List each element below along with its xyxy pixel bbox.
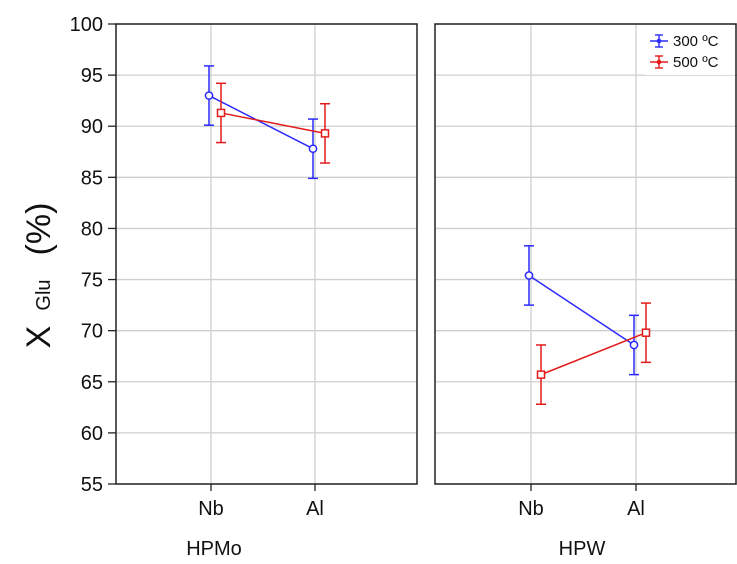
- legend-marker: [656, 59, 662, 65]
- legend-label: 300 ºC: [673, 33, 719, 50]
- series-line: [540, 332, 647, 376]
- y-tick-label: 55: [81, 474, 103, 496]
- data-point-circle: [524, 271, 534, 280]
- series-layer: [204, 65, 651, 406]
- y-axis-label-main: X: [20, 326, 58, 349]
- series-line: [220, 112, 326, 135]
- y-tick-label: 80: [81, 218, 103, 240]
- y-axis-label-unit: (%): [20, 203, 58, 256]
- x-tick-label: Al: [627, 498, 645, 520]
- y-axis-label: X Glu (%): [20, 203, 58, 349]
- y-tick-label: 60: [81, 423, 103, 445]
- x-tick-label: Nb: [518, 498, 544, 520]
- x-tick-labels: Nb Al HPMo Nb Al HPW: [186, 484, 645, 560]
- legend-label: 500 ºC: [673, 54, 719, 71]
- data-point-square: [216, 108, 226, 118]
- y-tick-label: 100: [70, 14, 103, 36]
- data-point-square: [536, 370, 546, 379]
- panel-frame: [115, 23, 418, 485]
- y-tick-label: 95: [81, 65, 103, 87]
- y-tick-labels: 55 60 65 70 75 80 85 90 95 100: [70, 14, 116, 496]
- y-tick-label: 70: [81, 321, 103, 343]
- data-point-square: [320, 129, 330, 138]
- y-tick-label: 85: [81, 167, 103, 189]
- group-label: HPMo: [186, 538, 242, 560]
- series-line: [208, 94, 314, 150]
- data-point-circle: [629, 340, 639, 350]
- x-tick-label: Al: [306, 498, 324, 520]
- data-point-circle: [204, 91, 214, 100]
- y-axis-label-subscript: Glu: [33, 279, 55, 310]
- data-point-square: [641, 328, 651, 337]
- y-tick-label: 90: [81, 116, 103, 138]
- panel-frame: [434, 23, 737, 485]
- legend-marker: [656, 38, 662, 44]
- panel-frames: [115, 23, 737, 485]
- series-line: [528, 274, 635, 346]
- legend: 300 ºC 500 ºC: [645, 27, 735, 75]
- y-tick-label: 75: [81, 270, 103, 292]
- data-point-circle: [308, 144, 318, 154]
- x-tick-label: Nb: [198, 498, 224, 520]
- group-label: HPW: [559, 538, 606, 560]
- y-tick-label: 65: [81, 372, 103, 394]
- grid-layer: [116, 23, 737, 485]
